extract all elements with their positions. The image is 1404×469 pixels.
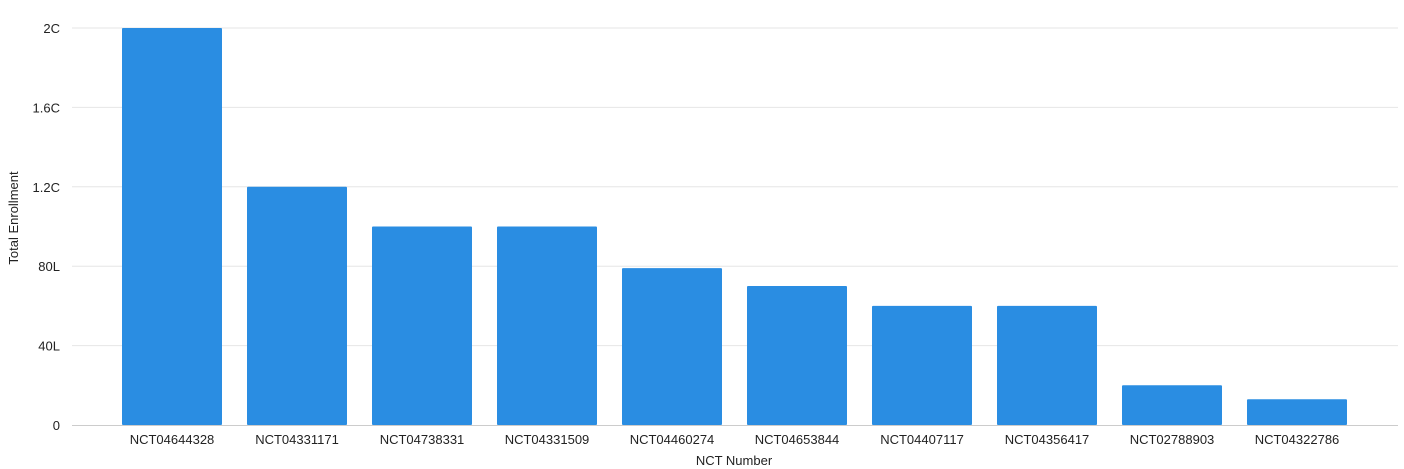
bar-NCT04460274[interactable] [622,268,722,425]
bar-NCT04331171[interactable] [247,186,347,425]
x-tick-label: NCT04644328 [130,432,215,447]
x-tick-label: NCT04653844 [755,432,840,447]
bar-NCT04653844[interactable] [747,286,847,425]
x-axis-title: NCT Number [696,453,773,468]
bars [122,28,1347,425]
y-tick-label: 2C [43,21,60,36]
y-tick-label: 1.2C [33,180,60,195]
x-tick-label: NCT04738331 [380,432,465,447]
x-tick-label: NCT04460274 [630,432,715,447]
bar-NCT04331509[interactable] [497,226,597,426]
x-tick-label: NCT04356417 [1005,432,1090,447]
bar-NCT04322786[interactable] [1247,399,1347,425]
y-axis-title: Total Enrollment [6,171,21,265]
bar-NCT04407117[interactable] [872,305,972,425]
bar-NCT04356417[interactable] [997,305,1097,425]
bar-NCT04644328[interactable] [122,28,222,425]
bar-NCT02788903[interactable] [1122,385,1222,425]
y-tick-label: 0 [53,418,60,433]
bar-NCT04738331[interactable] [372,226,472,426]
x-tick-label: NCT04407117 [880,432,964,447]
y-tick-label: 1.6C [33,100,60,115]
x-tick-label: NCT02788903 [1130,432,1215,447]
x-tick-label: NCT04322786 [1255,432,1340,447]
y-axis-ticks: 0 40L 80L 1.2C 1.6C 2C [33,21,60,433]
x-tick-label: NCT04331171 [255,432,339,447]
y-tick-label: 40L [38,339,60,354]
x-tick-label: NCT04331509 [505,432,590,447]
x-axis-ticks: NCT04644328 NCT04331171 NCT04738331 NCT0433… [130,432,1340,447]
y-tick-label: 80L [38,259,60,274]
